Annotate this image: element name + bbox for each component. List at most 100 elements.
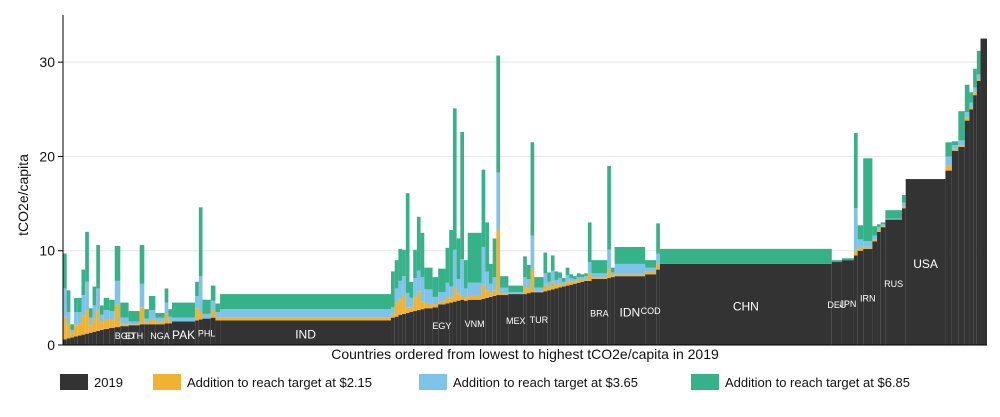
bar-add-365 xyxy=(96,288,100,311)
bar-add-215 xyxy=(445,296,450,304)
bar-add-365 xyxy=(607,249,611,269)
bar-add-685 xyxy=(558,272,562,279)
bar-2019 xyxy=(905,179,946,345)
bar-add-365 xyxy=(155,317,165,322)
bar-add-215 xyxy=(452,287,457,302)
y-tick-label: 0 xyxy=(47,337,55,353)
bar-2019 xyxy=(460,299,465,345)
bar-2019 xyxy=(573,283,577,345)
bar-add-365 xyxy=(656,253,660,263)
bar-2019 xyxy=(645,274,657,345)
bar-add-685 xyxy=(547,272,551,282)
bar-add-215 xyxy=(481,284,486,299)
bar-add-215 xyxy=(391,312,395,318)
bar-add-365 xyxy=(964,112,970,118)
bar-add-365 xyxy=(85,281,89,311)
bar-add-685 xyxy=(172,302,196,318)
bar-add-215 xyxy=(195,308,199,321)
bar-add-365 xyxy=(523,277,527,287)
bar-add-685 xyxy=(144,309,149,319)
bar-add-215 xyxy=(88,325,93,333)
bar-add-215 xyxy=(969,107,974,110)
bar-add-685 xyxy=(96,245,100,289)
bar-add-365 xyxy=(853,208,858,251)
bar-add-215 xyxy=(74,325,78,337)
bar-add-685 xyxy=(880,222,886,225)
bar-add-215 xyxy=(485,290,489,298)
country-label: BGD xyxy=(115,331,135,341)
bar-add-215 xyxy=(63,316,67,340)
y-axis-title: tCO2e/capita xyxy=(15,154,31,236)
bar-add-215 xyxy=(591,277,608,279)
bar-add-215 xyxy=(144,322,149,325)
bar-add-215 xyxy=(558,283,562,288)
bar-add-685 xyxy=(565,267,570,276)
bar-add-685 xyxy=(402,249,406,277)
bar-add-215 xyxy=(164,313,169,324)
bar-2019 xyxy=(958,147,965,345)
bar-add-215 xyxy=(405,307,410,313)
bar-add-685 xyxy=(645,260,657,268)
bar-2019 xyxy=(614,276,646,345)
bar-add-365 xyxy=(413,278,417,297)
bar-2019 xyxy=(449,302,453,345)
bar-2019 xyxy=(416,310,421,345)
bar-add-365 xyxy=(561,281,566,285)
bar-add-215 xyxy=(500,293,509,296)
country-label: BRA xyxy=(590,309,609,319)
bar-add-365 xyxy=(148,310,156,320)
bar-add-215 xyxy=(92,318,97,332)
bar-2019 xyxy=(550,289,555,345)
bar-add-685 xyxy=(554,271,559,280)
bar-2019 xyxy=(81,334,86,345)
bar-2019 xyxy=(114,327,121,345)
bar-add-365 xyxy=(81,295,86,316)
bar-add-365 xyxy=(901,202,906,207)
axes xyxy=(62,15,987,346)
bar-add-215 xyxy=(81,315,86,335)
bar-2019 xyxy=(405,312,410,345)
bar-2019 xyxy=(409,312,414,345)
bar-add-685 xyxy=(420,232,425,278)
country-label: IRN xyxy=(860,293,876,303)
bar-add-685 xyxy=(496,55,501,173)
bar-2019 xyxy=(63,339,67,345)
bar-add-215 xyxy=(863,246,873,249)
bar-2019 xyxy=(584,280,588,345)
bar-add-685 xyxy=(74,297,78,312)
country-label: COD xyxy=(641,306,662,316)
bar-add-365 xyxy=(530,235,535,269)
bar-2019 xyxy=(438,304,446,345)
bars xyxy=(63,38,987,346)
bar-add-365 xyxy=(492,277,497,291)
bar-2019 xyxy=(215,320,221,345)
bar-add-365 xyxy=(464,288,468,298)
bar-2019 xyxy=(554,288,559,345)
bar-add-215 xyxy=(432,304,439,308)
bar-2019 xyxy=(976,81,981,345)
bar-add-365 xyxy=(496,172,501,230)
bar-add-365 xyxy=(139,283,145,308)
bar-add-685 xyxy=(543,252,548,274)
bar-2019 xyxy=(526,293,531,345)
bar-add-365 xyxy=(456,279,461,294)
bar-add-685 xyxy=(863,158,873,242)
bar-add-685 xyxy=(202,299,211,314)
country-label: TUR xyxy=(530,315,549,325)
bar-add-215 xyxy=(526,288,531,294)
country-label: PHL xyxy=(198,328,216,338)
bar-add-365 xyxy=(77,312,82,324)
bar-add-365 xyxy=(424,289,433,304)
bar-add-215 xyxy=(857,246,864,251)
bar-add-685 xyxy=(591,260,608,274)
bar-2019 xyxy=(569,284,574,345)
bar-add-365 xyxy=(885,218,902,220)
bar-add-365 xyxy=(449,286,453,298)
bar-2019 xyxy=(139,324,145,345)
bar-add-215 xyxy=(148,319,156,325)
bar-add-685 xyxy=(831,260,842,263)
y-tick-label: 10 xyxy=(39,243,55,259)
bar-2019 xyxy=(198,319,203,345)
bar-add-365 xyxy=(951,145,959,149)
bar-add-685 xyxy=(99,305,104,315)
